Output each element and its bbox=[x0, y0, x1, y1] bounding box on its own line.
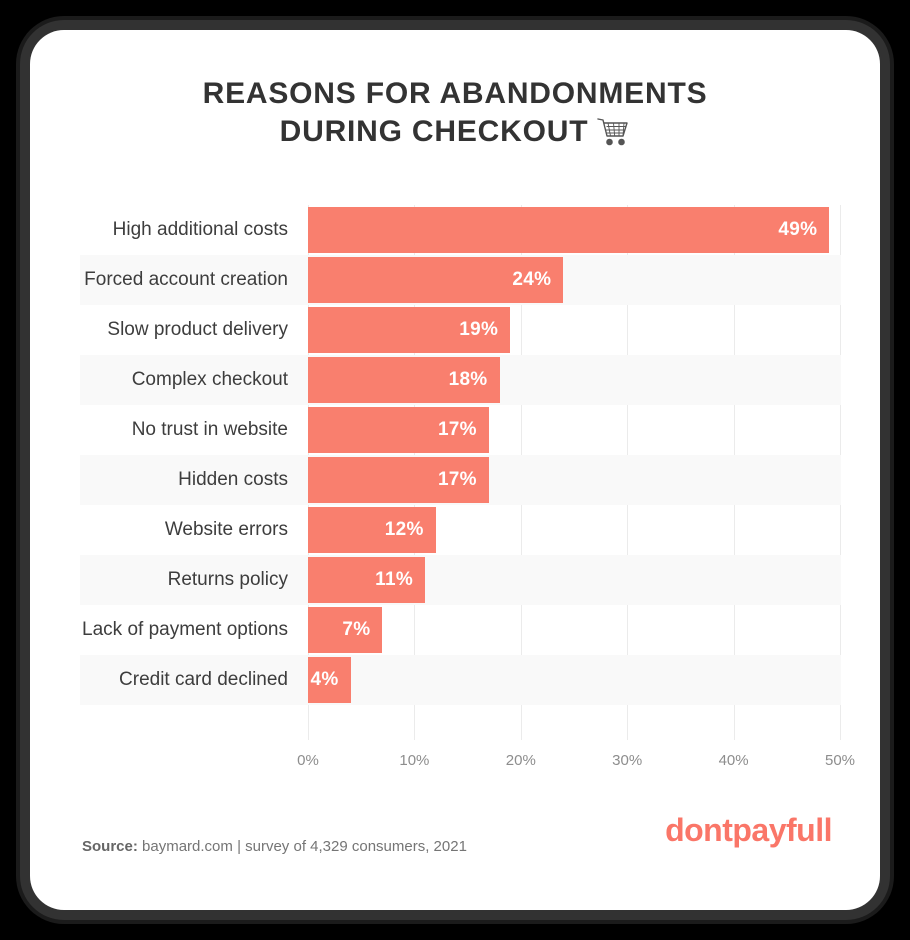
row-stripe bbox=[80, 555, 841, 605]
category-label: Lack of payment options bbox=[82, 619, 288, 640]
category-label: Returns policy bbox=[167, 569, 288, 590]
category-label: Website errors bbox=[164, 519, 288, 540]
category-label: Complex checkout bbox=[131, 369, 288, 390]
category-label: High additional costs bbox=[112, 219, 288, 240]
x-tick-label: 50% bbox=[824, 752, 856, 769]
category-label: Hidden costs bbox=[178, 469, 288, 490]
bar-value-label: 4% bbox=[310, 669, 339, 690]
bar: 49% bbox=[308, 207, 830, 253]
bar-value-label: 49% bbox=[778, 219, 818, 240]
source-label: Source: bbox=[82, 838, 138, 855]
chart-title: REASONS FOR ABANDONMENTS DURING CHECKOUT bbox=[30, 75, 880, 157]
category-label: No trust in website bbox=[131, 419, 288, 440]
bar-value-label: 18% bbox=[448, 369, 488, 390]
bar: 17% bbox=[308, 457, 489, 503]
x-tick-label: 30% bbox=[612, 752, 643, 769]
chart: High additional costs 49% Forced account c… bbox=[30, 205, 880, 740]
bar: 19% bbox=[308, 307, 511, 353]
bar: 4% bbox=[308, 657, 351, 703]
infographic-card: REASONS FOR ABANDONMENTS DURING CHECKOUT… bbox=[30, 30, 880, 910]
bar-value-label: 7% bbox=[342, 619, 371, 640]
source-note: Source: baymard.com | survey of 4,329 co… bbox=[82, 838, 467, 855]
bar-value-label: 17% bbox=[437, 469, 477, 490]
chart-title-line2: DURING CHECKOUT bbox=[30, 113, 880, 157]
x-tick-label: 40% bbox=[718, 752, 749, 769]
dontpayfull-logo: dontpayfull bbox=[665, 812, 832, 848]
category-label: Slow product delivery bbox=[107, 319, 288, 340]
bar-value-label: 17% bbox=[437, 419, 477, 440]
x-tick-label: 20% bbox=[505, 752, 536, 769]
bar: 24% bbox=[308, 257, 564, 303]
category-label: Forced account creation bbox=[84, 269, 288, 290]
bar-value-label: 11% bbox=[375, 569, 414, 590]
bar: 18% bbox=[308, 357, 500, 403]
bar: 12% bbox=[308, 507, 436, 553]
bar: 11% bbox=[308, 557, 426, 603]
bar-value-label: 19% bbox=[459, 319, 499, 340]
source-text: baymard.com | survey of 4,329 consumers,… bbox=[142, 838, 467, 855]
x-axis: 0% 10% 20% 30% 40% 50% bbox=[30, 752, 880, 774]
bar-value-label: 24% bbox=[512, 269, 552, 290]
bar-value-label: 12% bbox=[384, 519, 424, 540]
bar: 7% bbox=[308, 607, 383, 653]
x-tick-label: 0% bbox=[297, 752, 319, 769]
x-tick-label: 10% bbox=[399, 752, 430, 769]
category-label: Credit card declined bbox=[119, 669, 288, 690]
bar: 17% bbox=[308, 407, 489, 453]
row-stripe bbox=[80, 655, 841, 705]
shopping-cart-icon bbox=[596, 117, 630, 157]
chart-title-line1: REASONS FOR ABANDONMENTS bbox=[202, 77, 708, 110]
